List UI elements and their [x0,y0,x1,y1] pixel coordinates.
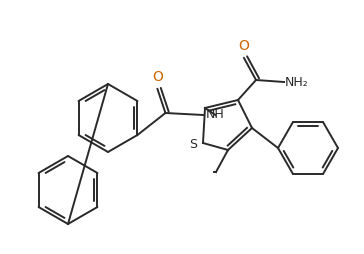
Text: O: O [238,39,249,53]
Text: S: S [189,138,197,151]
Text: O: O [152,70,163,84]
Text: NH: NH [205,108,224,121]
Text: NH₂: NH₂ [285,75,309,88]
